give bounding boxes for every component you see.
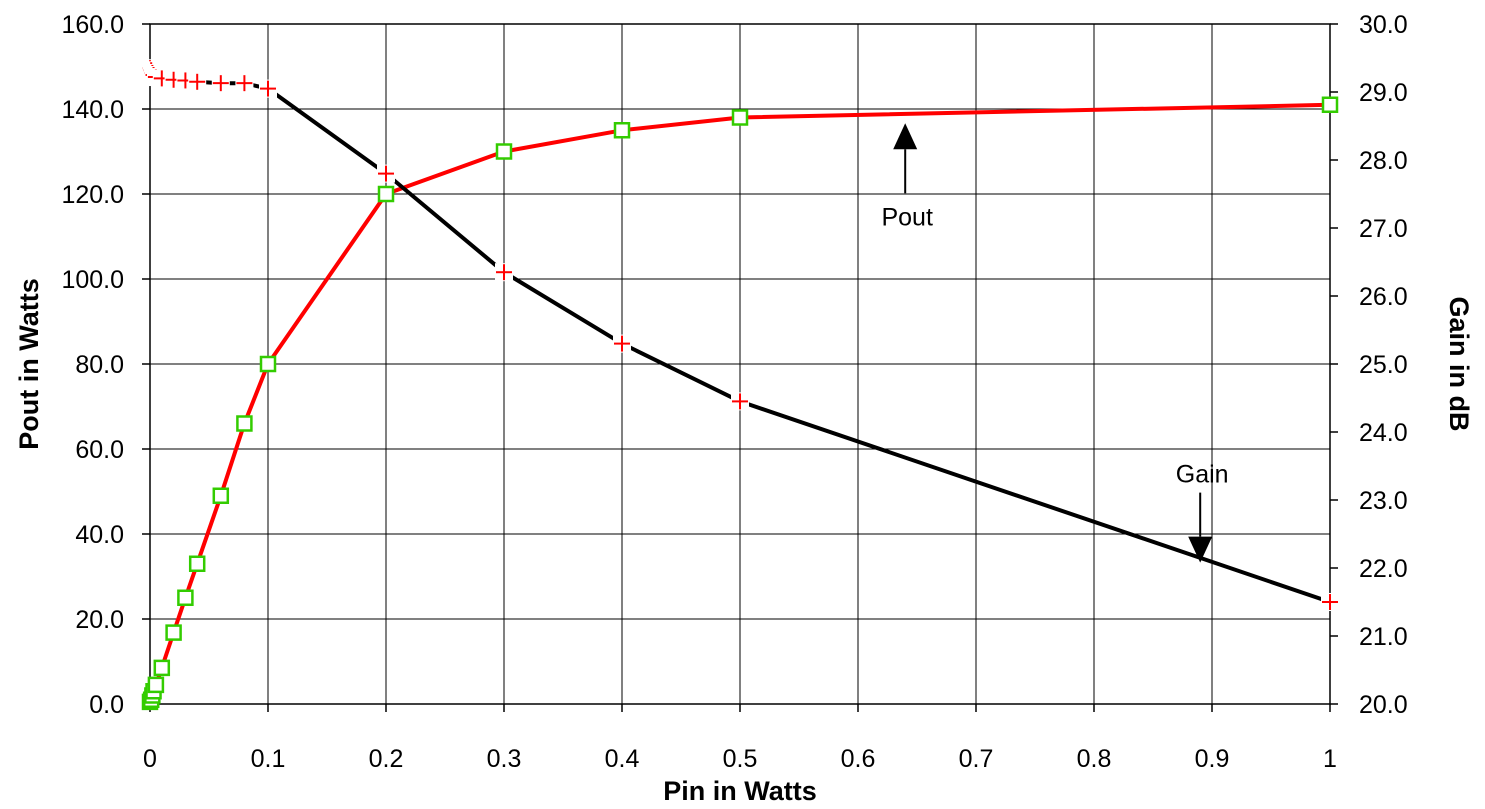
annotation-label: Gain	[1176, 461, 1229, 489]
data-point	[613, 122, 631, 139]
data-point	[731, 392, 749, 411]
y2-tick-label: 26.0	[1359, 283, 1408, 311]
x-tick-label: 0.1	[251, 745, 286, 773]
y-tick-label: 60.0	[75, 436, 124, 464]
y-axis-title: Pout in Watts	[14, 278, 44, 449]
y-tick-label: 160.0	[61, 11, 124, 39]
data-point	[1321, 593, 1339, 611]
annotation-gain: Gain	[1176, 461, 1229, 563]
data-point	[165, 624, 182, 641]
y-tick-label: 80.0	[75, 351, 124, 379]
annotation-pout: Pout	[881, 123, 933, 231]
y-tick-label: 100.0	[61, 266, 124, 294]
annotation-label: Pout	[881, 203, 932, 231]
x-tick-label: 1	[1323, 745, 1337, 773]
y2-tick-label: 20.0	[1359, 691, 1408, 719]
series-layer	[141, 59, 1339, 711]
data-point	[259, 79, 277, 98]
data-point	[177, 589, 194, 606]
y-tick-label: 40.0	[75, 521, 124, 549]
y2-tick-label: 27.0	[1359, 215, 1408, 243]
data-point	[495, 263, 513, 282]
data-point	[235, 74, 254, 93]
series-gain	[141, 59, 1339, 611]
data-point	[259, 355, 277, 373]
data-point	[495, 143, 513, 160]
data-point	[211, 74, 230, 93]
y2-tick-label: 29.0	[1359, 79, 1408, 107]
data-point	[153, 659, 171, 677]
x-tick-label: 0.3	[487, 745, 522, 773]
data-point	[1321, 96, 1339, 113]
x-tick-label: 0.5	[723, 745, 758, 773]
y2-tick-label: 30.0	[1359, 11, 1408, 39]
arrow-up-icon	[893, 123, 918, 150]
y2-tick-label: 21.0	[1359, 623, 1408, 651]
data-point	[188, 72, 207, 91]
axis-ticks: 0 0.1 0.2 0.3 0.4 0.5 0.6 0.7 0.8 0.9 1 0.0 20.0 40.0…	[61, 11, 1407, 773]
x-tick-label: 0	[143, 745, 157, 773]
y2-tick-label: 28.0	[1359, 147, 1408, 175]
data-point	[377, 164, 395, 183]
x-tick-label: 0.7	[959, 745, 994, 773]
arrow-down-icon	[1188, 536, 1213, 563]
y2-tick-label: 25.0	[1359, 351, 1408, 379]
data-point	[236, 415, 253, 432]
x-tick-label: 0.2	[369, 745, 404, 773]
y-tick-label: 20.0	[75, 606, 124, 634]
data-point	[377, 185, 395, 203]
data-point	[731, 109, 749, 126]
y-tick-label: 120.0	[61, 181, 124, 209]
y2-tick-label: 23.0	[1359, 487, 1408, 515]
data-point	[212, 487, 230, 504]
series-pout	[141, 96, 1339, 711]
x-tick-label: 0.4	[605, 745, 640, 773]
y2-axis-title: Gain in dB	[1444, 297, 1474, 432]
y2-tick-label: 24.0	[1359, 419, 1408, 447]
annotations: Pout Gain	[881, 123, 1229, 563]
y-tick-label: 140.0	[61, 96, 124, 124]
y2-tick-label: 22.0	[1359, 555, 1408, 583]
data-point	[147, 676, 165, 694]
x-axis-title: Pin in Watts	[663, 776, 817, 806]
x-tick-label: 0.9	[1195, 745, 1230, 773]
x-tick-label: 0.6	[841, 745, 876, 773]
x-tick-label: 0.8	[1077, 745, 1112, 773]
y-tick-label: 0.0	[89, 691, 124, 719]
data-point	[188, 555, 206, 572]
data-point	[613, 334, 631, 353]
